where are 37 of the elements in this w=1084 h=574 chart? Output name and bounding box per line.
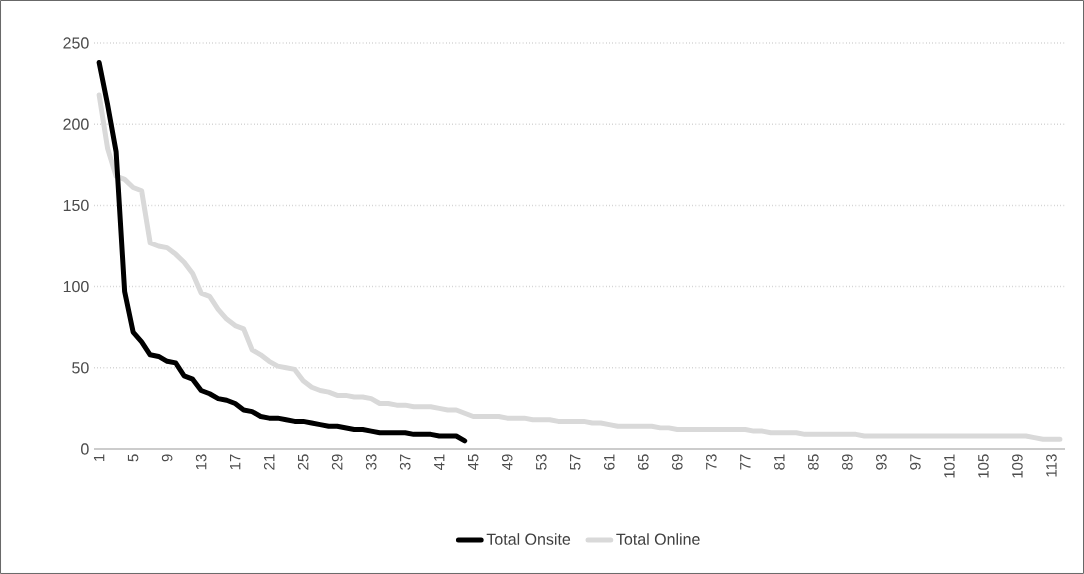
x-tick-label: 49 <box>501 454 513 471</box>
x-tick-label: 57 <box>570 454 581 470</box>
x-tick-label: 33 <box>365 454 377 470</box>
x-tick-label: 97 <box>910 454 921 470</box>
x-tick-label: 77 <box>740 454 751 470</box>
y-tick-label: 100 <box>63 280 89 293</box>
x-tick-label: 101 <box>944 454 955 478</box>
legend-label: Total Online <box>616 533 700 545</box>
x-tick-label: 9 <box>161 454 173 462</box>
x-tick-label: 113 <box>1046 454 1057 477</box>
y-tick-label: 0 <box>81 443 89 455</box>
x-tick-label: 105 <box>978 454 989 478</box>
x-tick-label: 45 <box>468 454 479 471</box>
x-tick-label: 89 <box>842 454 853 470</box>
x-tick-label: 85 <box>808 454 819 470</box>
y-tick-label: 250 <box>63 37 89 49</box>
x-tick-label: 25 <box>297 454 309 470</box>
x-tick-label: 81 <box>774 454 785 470</box>
x-tick-label: 73 <box>705 454 717 470</box>
x-tick-label: 41 <box>434 454 445 471</box>
x-tick-label: 61 <box>603 454 615 470</box>
y-tick-label: 50 <box>72 362 89 374</box>
x-tick-label: 69 <box>671 454 683 470</box>
x-tick-label: 109 <box>1012 454 1023 478</box>
x-tick-label: 17 <box>230 454 241 470</box>
x-tick-label: 29 <box>331 454 343 470</box>
x-tick-label: 53 <box>535 454 547 470</box>
x-tick-label: 65 <box>637 454 649 470</box>
x-tick-label: 37 <box>399 454 411 470</box>
y-tick-label: 200 <box>63 118 89 130</box>
x-tick-label: 21 <box>263 454 275 470</box>
legend-label: Total Onsite <box>486 533 571 545</box>
y-tick-label: 150 <box>63 199 89 212</box>
x-tick-label: 1 <box>93 454 105 461</box>
x-tick-label: 13 <box>195 454 207 470</box>
x-tick-label: 5 <box>127 454 139 462</box>
x-tick-label: 93 <box>876 454 887 470</box>
